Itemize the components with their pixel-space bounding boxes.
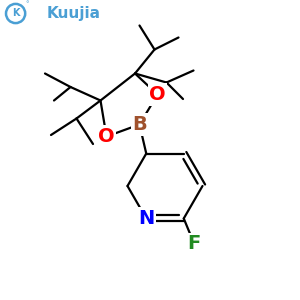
Text: °: ° — [26, 1, 29, 7]
Text: K: K — [12, 8, 20, 19]
Text: F: F — [188, 235, 201, 254]
Text: N: N — [138, 209, 154, 228]
Text: Kuujia: Kuujia — [46, 6, 100, 21]
Text: O: O — [98, 127, 115, 146]
Text: O: O — [149, 85, 166, 104]
Text: B: B — [132, 115, 147, 134]
